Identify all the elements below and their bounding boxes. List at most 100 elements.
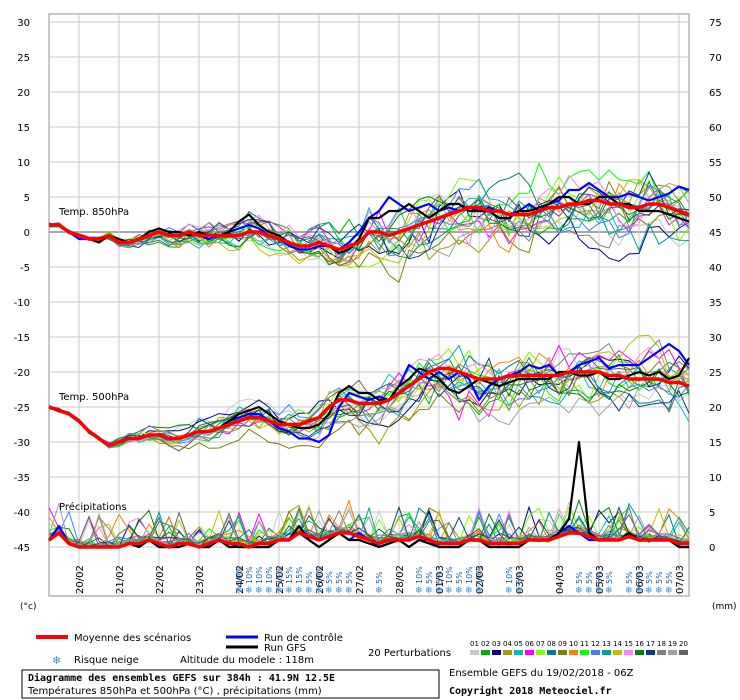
snow-risk-label: 5%	[425, 571, 434, 584]
right-tick-label: 10	[709, 473, 722, 484]
legend-snow-label: Risque neige	[74, 655, 139, 666]
right-tick-label: 0	[709, 543, 715, 554]
snow-risk-label: 10%	[255, 566, 264, 584]
snow-risk-label: 10%	[505, 566, 514, 584]
perturbation-number: 20	[679, 640, 688, 648]
series-layer	[47, 161, 690, 549]
snow-risk-label: 5%	[605, 571, 614, 584]
plot-frame	[48, 13, 690, 597]
left-tick-label: 30	[17, 18, 30, 29]
snow-risk-label: 5%	[635, 571, 644, 584]
snow-risk-label: 5%	[455, 571, 464, 584]
snowflake-icon: ❄	[625, 586, 633, 596]
perturbation-number: 05	[514, 640, 523, 648]
snowflake-icon: ❄	[275, 586, 283, 596]
snowflake-icon: ❄	[255, 586, 263, 596]
mean-line-t850	[49, 198, 690, 252]
right-tick-label: 40	[709, 263, 722, 274]
panel-label-t500: Temp. 500hPa	[58, 392, 129, 403]
x-axis: 20/02 21/02 22/02 23/02 24/02 25/02 26/02 27/02…	[75, 565, 686, 594]
perturbation-swatch	[470, 650, 479, 655]
perturbation-number: 18	[657, 640, 666, 648]
snow-risk-label: 5%	[655, 571, 664, 584]
legend-gfs-label: Run GFS	[264, 643, 306, 654]
snowflake-icon: ❄	[375, 586, 383, 596]
legend-control-label: Run de contrôle	[264, 632, 343, 644]
snowflake-icon: ❄	[585, 586, 593, 596]
panel-label-precip: Précipitations	[59, 501, 127, 513]
snowflake-icon: ❄	[515, 586, 523, 596]
snow-risk-label: 5%	[325, 571, 334, 584]
legend-perturbations-label: 20 Perturbations	[368, 648, 451, 659]
snow-risk-label: 5%	[645, 571, 654, 584]
perturbation-swatch	[602, 650, 611, 655]
snowflake-icon: ❄	[305, 586, 313, 596]
run-info: Ensemble GEFS du 19/02/2018 - 06Z	[449, 668, 634, 679]
left-axis: 30 25 20 15 10 5 0 -5 -10 -15 -20 -25 -30 -35 -40 -45	[14, 18, 30, 554]
right-tick-label: 70	[709, 53, 722, 64]
left-tick-label: -35	[14, 473, 30, 484]
perturbation-swatch	[481, 650, 490, 655]
snow-risk-label: 10%	[245, 566, 254, 584]
snow-risk-label: 10%	[475, 566, 484, 584]
right-tick-label: 20	[709, 403, 722, 414]
date-tick-label: 24/02	[235, 565, 246, 594]
date-tick-label: 26/02	[315, 565, 326, 594]
snow-risk-label: 5%	[515, 571, 524, 584]
perturbation-number: 12	[591, 640, 600, 648]
snow-risk-label: 5%	[625, 571, 634, 584]
snowflake-icon: ❄	[645, 586, 653, 596]
right-tick-label: 55	[709, 158, 722, 169]
snowflake-icon: ❄	[605, 586, 613, 596]
snowflake-icon: ❄	[265, 586, 273, 596]
perturbation-number: 19	[668, 640, 677, 648]
perturbation-number: 14	[613, 640, 622, 648]
snowflake-icon: ❄	[595, 586, 603, 596]
right-tick-label: 15	[709, 438, 722, 449]
snowflake-icon: ❄	[445, 586, 453, 596]
perturbation-number: 09	[558, 640, 567, 648]
perturbation-swatch	[514, 650, 523, 655]
mean-line-t500	[48, 366, 690, 448]
perturbation-swatch	[547, 650, 556, 655]
chart-subtitle: Températures 850hPa et 500hPa (°C) , pré…	[27, 685, 322, 697]
snowflake-icon: ❄	[435, 586, 443, 596]
snow-risk-label: 5%	[435, 571, 444, 584]
snowflake-icon: ❄	[425, 586, 433, 596]
perturbation-line-t500	[48, 334, 690, 447]
snow-risk-label: 10%	[265, 566, 274, 584]
snow-risk-label: 15%	[275, 566, 284, 584]
snowflake-icon: ❄	[415, 586, 423, 596]
snowflake-icon: ❄	[235, 586, 243, 596]
perturbation-number: 06	[525, 640, 534, 648]
date-tick-label: 21/02	[115, 565, 126, 594]
perturbation-swatch	[613, 650, 622, 655]
perturbation-number: 17	[646, 640, 655, 648]
date-tick-label: 25/02	[275, 565, 286, 594]
snowflake-icon: ❄	[335, 586, 343, 596]
left-tick-label: 15	[17, 123, 30, 134]
grid	[49, 14, 689, 596]
left-tick-label: -45	[14, 543, 30, 554]
date-tick-label: 07/03	[675, 565, 686, 594]
perturbation-number: 01	[470, 640, 479, 648]
snowflake-icon: ❄	[455, 586, 463, 596]
snowflake-icon: ❄	[655, 586, 663, 596]
date-tick-label: 03/03	[515, 565, 526, 594]
perturbation-swatch	[668, 650, 677, 655]
perturbation-swatch	[492, 650, 501, 655]
date-tick-label: 22/02	[155, 565, 166, 594]
date-tick-label: 05/03	[595, 565, 606, 594]
perturbation-number: 08	[547, 640, 556, 648]
snowflake-icon: ❄	[665, 586, 673, 596]
right-tick-label: 35	[709, 298, 722, 309]
right-tick-label: 45	[709, 228, 722, 239]
date-tick-label: 01/03	[435, 565, 446, 594]
perturbation-swatch	[591, 650, 600, 655]
perturbation-line-precip	[48, 502, 690, 548]
snow-risk-label: 5%	[335, 571, 344, 584]
left-tick-label: 20	[17, 88, 30, 99]
left-tick-label: -25	[14, 403, 30, 414]
